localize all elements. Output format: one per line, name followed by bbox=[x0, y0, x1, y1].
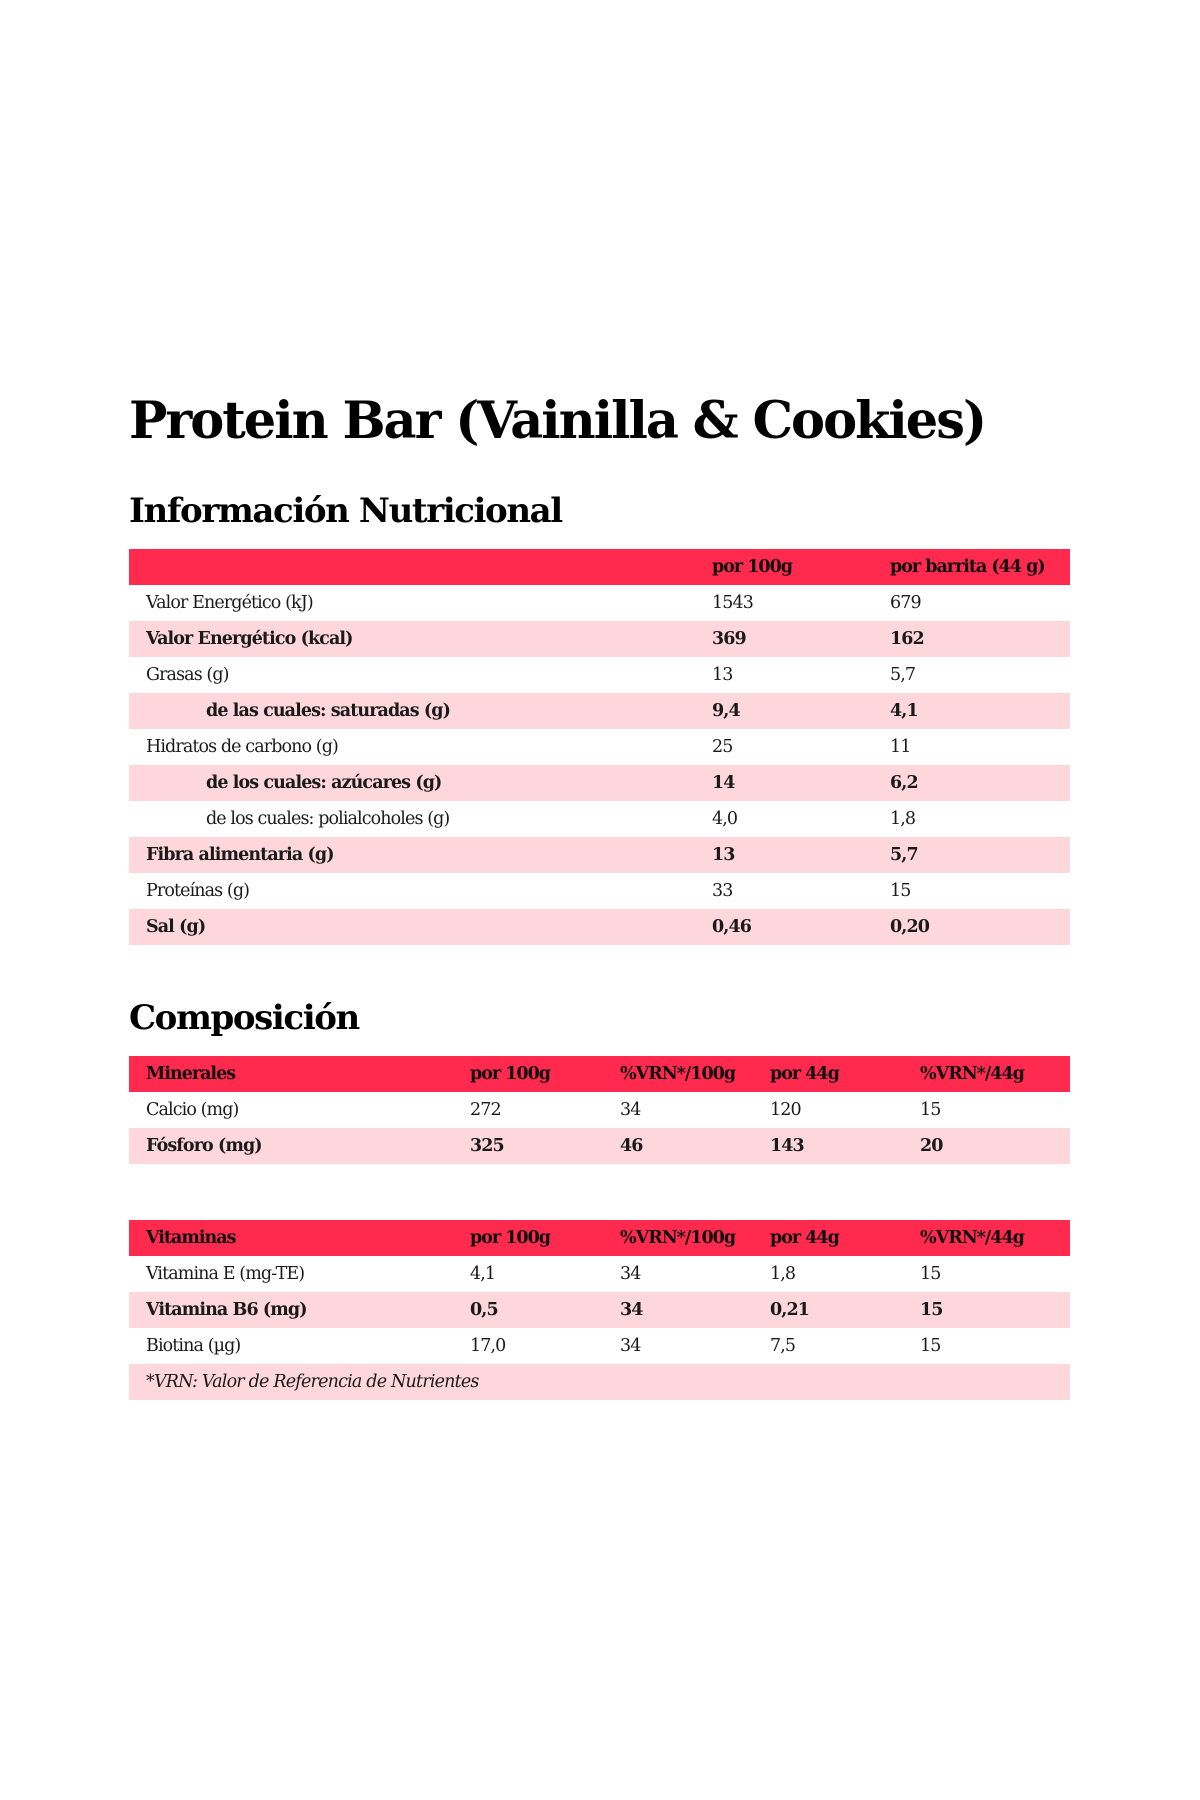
row-label: de las cuales: saturadas (g) bbox=[206, 701, 451, 721]
header-per-100g: por 100g bbox=[470, 1228, 551, 1248]
row-per-bar: 679 bbox=[890, 593, 922, 613]
row-label: Proteínas (g) bbox=[146, 881, 250, 901]
header-per-100g: por 100g bbox=[470, 1064, 551, 1084]
row-per-44g: 1,8 bbox=[770, 1264, 796, 1284]
row-per-44g: 7,5 bbox=[770, 1336, 796, 1356]
page-title: Protein Bar (Vainilla & Cookies) bbox=[129, 391, 987, 451]
row-per-bar: 11 bbox=[890, 737, 911, 757]
table-row: Hidratos de carbono (g) 25 11 bbox=[129, 729, 1070, 765]
header-vrn-44g: %VRN*/44g bbox=[920, 1228, 1025, 1248]
row-vrn-100g: 34 bbox=[620, 1300, 643, 1320]
row-label: Calcio (mg) bbox=[146, 1100, 239, 1120]
row-vrn-100g: 34 bbox=[620, 1100, 641, 1120]
vitamins-table-header: Vitaminas por 100g %VRN*/100g por 44g %V… bbox=[129, 1220, 1070, 1256]
row-label: Grasas (g) bbox=[146, 665, 229, 685]
table-row: Vitamina B6 (mg) 0,5 34 0,21 15 bbox=[129, 1292, 1070, 1328]
row-per-100g: 325 bbox=[470, 1136, 505, 1156]
row-per-100g: 4,0 bbox=[712, 809, 738, 829]
row-per-100g: 25 bbox=[712, 737, 733, 757]
header-vrn-100g: %VRN*/100g bbox=[620, 1064, 736, 1084]
header-label: Minerales bbox=[146, 1064, 236, 1084]
minerals-table: Minerales por 100g %VRN*/100g por 44g %V… bbox=[129, 1056, 1070, 1164]
table-row: Calcio (mg) 272 34 120 15 bbox=[129, 1092, 1070, 1128]
row-label: Sal (g) bbox=[146, 917, 206, 937]
table-row: Valor Energético (kJ) 1543 679 bbox=[129, 585, 1070, 621]
header-per-44g: por 44g bbox=[770, 1064, 840, 1084]
row-label: de los cuales: polialcoholes (g) bbox=[206, 809, 450, 829]
composition-heading: Composición bbox=[129, 998, 360, 1038]
nutrition-table-header: por 100g por barrita (44 g) bbox=[129, 549, 1070, 585]
table-row: de las cuales: saturadas (g) 9,4 4,1 bbox=[129, 693, 1070, 729]
table-row: Fibra alimentaria (g) 13 5,7 bbox=[129, 837, 1070, 873]
vrn-footnote: *VRN: Valor de Referencia de Nutrientes bbox=[146, 1372, 479, 1392]
row-per-100g: 13 bbox=[712, 845, 735, 865]
row-per-bar: 162 bbox=[890, 629, 925, 649]
row-per-bar: 5,7 bbox=[890, 845, 919, 865]
row-per-100g: 13 bbox=[712, 665, 733, 685]
row-label: Valor Energético (kcal) bbox=[146, 629, 353, 649]
row-label: Vitamina E (mg-TE) bbox=[146, 1264, 305, 1284]
nutrition-sheet: Protein Bar (Vainilla & Cookies) Informa… bbox=[129, 388, 1070, 1400]
row-per-44g: 120 bbox=[770, 1100, 802, 1120]
row-per-100g: 0,5 bbox=[470, 1300, 499, 1320]
row-vrn-44g: 15 bbox=[920, 1300, 943, 1320]
row-label: Biotina (µg) bbox=[146, 1336, 241, 1356]
row-per-bar: 4,1 bbox=[890, 701, 919, 721]
row-vrn-44g: 15 bbox=[920, 1264, 941, 1284]
table-row: Biotina (µg) 17,0 34 7,5 15 bbox=[129, 1328, 1070, 1364]
row-per-100g: 33 bbox=[712, 881, 733, 901]
table-row: Grasas (g) 13 5,7 bbox=[129, 657, 1070, 693]
row-per-100g: 9,4 bbox=[712, 701, 741, 721]
row-per-100g: 14 bbox=[712, 773, 735, 793]
row-vrn-44g: 20 bbox=[920, 1136, 943, 1156]
nutrition-heading: Información Nutricional bbox=[129, 491, 563, 531]
header-label: Vitaminas bbox=[146, 1228, 236, 1248]
header-per-100g: por 100g bbox=[712, 557, 793, 577]
header-vrn-100g: %VRN*/100g bbox=[620, 1228, 736, 1248]
minerals-table-header: Minerales por 100g %VRN*/100g por 44g %V… bbox=[129, 1056, 1070, 1092]
row-per-bar: 6,2 bbox=[890, 773, 919, 793]
row-per-bar: 0,20 bbox=[890, 917, 930, 937]
row-vrn-100g: 34 bbox=[620, 1264, 641, 1284]
row-per-44g: 143 bbox=[770, 1136, 805, 1156]
row-label: Fósforo (mg) bbox=[146, 1136, 263, 1156]
header-per-44g: por 44g bbox=[770, 1228, 840, 1248]
row-per-bar: 5,7 bbox=[890, 665, 916, 685]
row-label: Fibra alimentaria (g) bbox=[146, 845, 334, 865]
row-per-100g: 17,0 bbox=[470, 1336, 506, 1356]
row-per-100g: 0,46 bbox=[712, 917, 752, 937]
row-per-100g: 1543 bbox=[712, 593, 754, 613]
row-per-100g: 369 bbox=[712, 629, 747, 649]
row-per-bar: 1,8 bbox=[890, 809, 916, 829]
footnote-row: *VRN: Valor de Referencia de Nutrientes bbox=[129, 1364, 1070, 1400]
header-per-bar: por barrita (44 g) bbox=[890, 557, 1046, 577]
row-label: Hidratos de carbono (g) bbox=[146, 737, 339, 757]
row-per-bar: 15 bbox=[890, 881, 911, 901]
row-label: de los cuales: azúcares (g) bbox=[206, 773, 442, 793]
table-row: Fósforo (mg) 325 46 143 20 bbox=[129, 1128, 1070, 1164]
row-per-100g: 4,1 bbox=[470, 1264, 496, 1284]
row-vrn-44g: 15 bbox=[920, 1336, 941, 1356]
table-row: Vitamina E (mg-TE) 4,1 34 1,8 15 bbox=[129, 1256, 1070, 1292]
row-vrn-44g: 15 bbox=[920, 1100, 941, 1120]
table-row: de los cuales: polialcoholes (g) 4,0 1,8 bbox=[129, 801, 1070, 837]
row-per-44g: 0,21 bbox=[770, 1300, 810, 1320]
table-row: de los cuales: azúcares (g) 14 6,2 bbox=[129, 765, 1070, 801]
row-vrn-100g: 46 bbox=[620, 1136, 643, 1156]
table-row: Proteínas (g) 33 15 bbox=[129, 873, 1070, 909]
row-per-100g: 272 bbox=[470, 1100, 502, 1120]
vitamins-table: Vitaminas por 100g %VRN*/100g por 44g %V… bbox=[129, 1220, 1070, 1400]
table-row: Sal (g) 0,46 0,20 bbox=[129, 909, 1070, 945]
row-label: Valor Energético (kJ) bbox=[146, 593, 314, 613]
table-row: Valor Energético (kcal) 369 162 bbox=[129, 621, 1070, 657]
row-vrn-100g: 34 bbox=[620, 1336, 641, 1356]
row-label: Vitamina B6 (mg) bbox=[146, 1300, 308, 1320]
nutrition-table: por 100g por barrita (44 g) Valor Energé… bbox=[129, 549, 1070, 945]
header-vrn-44g: %VRN*/44g bbox=[920, 1064, 1025, 1084]
